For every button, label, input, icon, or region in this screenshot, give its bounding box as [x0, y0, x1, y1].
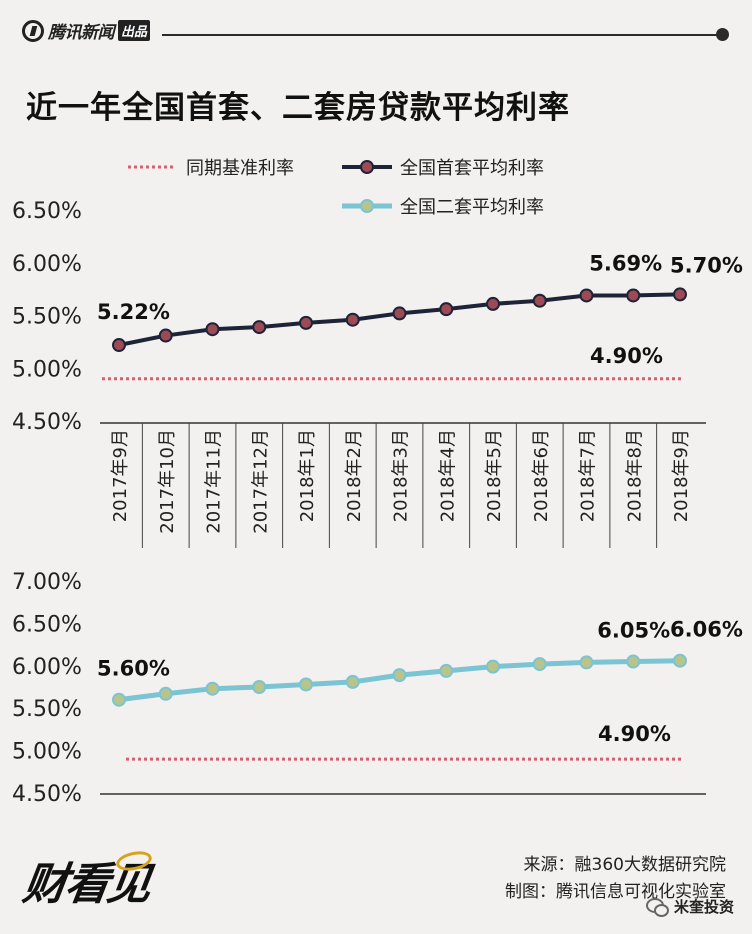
y-tick-label: 5.50% — [12, 305, 82, 330]
wechat-icon — [645, 897, 669, 917]
y-tick-label: 6.00% — [12, 252, 82, 277]
x-tick-label: 2018年1月 — [297, 429, 318, 522]
first-home-rate-point — [532, 293, 547, 308]
legend-second-home-label: 全国二套平均利率 — [400, 197, 544, 218]
x-tick-label: 2018年9月 — [671, 429, 692, 522]
source-credit: 来源：融360大数据研究院 — [523, 855, 726, 875]
value-label: 6.06% — [670, 618, 743, 642]
first-home-rate-point — [486, 296, 500, 311]
legend-base-rate-label: 同期基准利率 — [186, 158, 294, 179]
first-home-rate-point — [392, 306, 407, 321]
brand-name: 腾讯新闻 — [48, 23, 115, 43]
base-rate-value-label: 4.90% — [598, 722, 671, 746]
x-tick-label: 2018年3月 — [391, 429, 412, 522]
x-tick-label: 2017年10月 — [157, 429, 178, 534]
first-home-rate-point — [112, 338, 126, 353]
first-home-rate-point — [252, 320, 267, 335]
second-home-rate-point — [486, 659, 500, 674]
header: 腾讯新闻 出品 — [0, 0, 752, 64]
page-title: 近一年全国首套、二套房贷款平均利率 — [26, 90, 570, 126]
header-divider — [162, 34, 718, 36]
x-tick-label: 2018年2月 — [344, 429, 365, 522]
x-tick-label: 2017年12月 — [250, 429, 271, 534]
first-home-rate-point — [673, 287, 687, 302]
x-tick-label: 2018年5月 — [484, 429, 505, 522]
value-label: 6.05% — [597, 619, 670, 643]
first-home-rate-point — [579, 288, 594, 303]
legend-second-home-marker — [360, 199, 374, 213]
second-home-rate-point — [205, 681, 220, 696]
y-tick-label: 5.50% — [12, 697, 82, 722]
y-tick-label: 6.50% — [12, 612, 82, 637]
second-home-rate-point — [532, 657, 547, 672]
wechat-account-name: 米奎投资 — [673, 898, 734, 916]
wechat-account: 米奎投资 — [645, 896, 734, 917]
second-home-rate-point — [439, 663, 454, 678]
second-home-rate-point — [158, 686, 173, 701]
second-home-rate-point — [673, 653, 687, 668]
base-rate-value-label: 4.90% — [590, 344, 663, 368]
x-tick-label: 2018年8月 — [624, 429, 645, 522]
y-tick-label: 7.00% — [12, 570, 82, 595]
x-tick-label: 2017年11月 — [204, 429, 225, 534]
first-home-rate-point — [158, 328, 173, 343]
x-tick-label: 2018年4月 — [437, 429, 458, 522]
y-tick-label: 5.00% — [12, 357, 82, 382]
header-divider-dot — [716, 28, 729, 41]
second-home-rate-point — [626, 654, 641, 669]
second-home-rate-point — [579, 655, 594, 670]
value-label: 5.22% — [97, 300, 170, 324]
value-label: 5.60% — [97, 657, 170, 681]
brand-tag: 出品 — [118, 20, 151, 41]
y-tick-label: 6.50% — [12, 199, 82, 224]
y-tick-label: 5.00% — [12, 740, 82, 765]
first-home-rate-point — [205, 322, 220, 337]
x-tick-label: 2017年9月 — [110, 429, 131, 522]
value-label: 5.70% — [670, 253, 743, 277]
first-home-rate-point — [626, 288, 641, 303]
y-tick-label: 4.50% — [12, 782, 82, 807]
y-tick-label: 4.50% — [12, 410, 82, 435]
second-home-rate-point — [345, 674, 360, 689]
legend-first-home-marker — [360, 160, 374, 174]
tencent-news-logo-icon — [22, 19, 44, 42]
second-home-rate-point — [112, 692, 126, 707]
first-home-rate-point — [439, 302, 454, 317]
legend-first-home-label: 全国首套平均利率 — [400, 158, 544, 179]
second-home-rate-point — [252, 680, 267, 694]
value-label: 5.69% — [589, 251, 662, 275]
second-home-rate-point — [392, 668, 407, 683]
second-home-rate-point — [299, 677, 313, 692]
x-tick-label: 2018年6月 — [531, 429, 552, 522]
brand: 腾讯新闻 出品 — [22, 18, 151, 43]
first-home-rate-point — [345, 312, 360, 327]
chart-credit: 制图：腾讯信息可视化实验室 — [505, 882, 726, 902]
credits: 来源：融360大数据研究院 制图：腾讯信息可视化实验室 — [505, 852, 726, 906]
y-tick-label: 6.00% — [12, 655, 82, 680]
x-tick-label: 2018年7月 — [578, 429, 599, 522]
first-home-rate-point — [299, 315, 313, 330]
